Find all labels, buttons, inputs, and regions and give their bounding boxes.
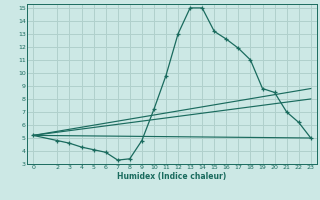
X-axis label: Humidex (Indice chaleur): Humidex (Indice chaleur) <box>117 172 227 181</box>
